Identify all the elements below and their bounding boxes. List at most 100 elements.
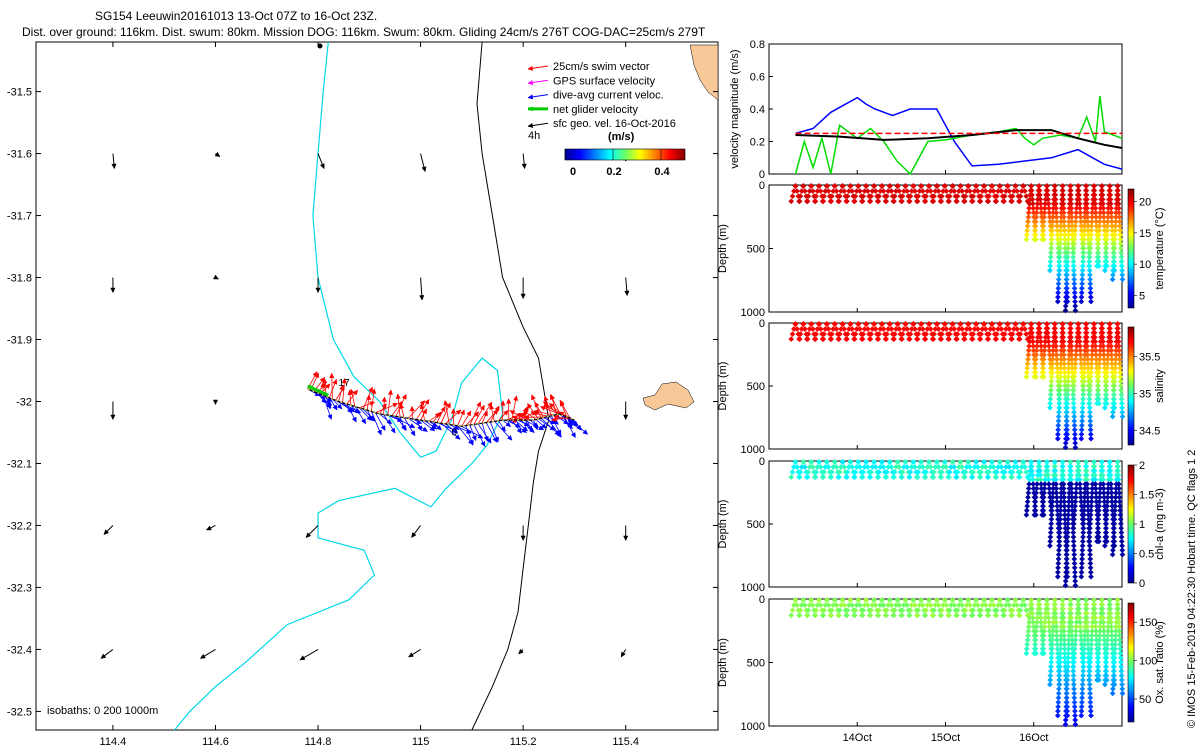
salinity-sample [971, 326, 978, 332]
chla-sample [945, 474, 952, 480]
salinity-sample [1069, 365, 1076, 371]
temperature-sample [1115, 196, 1122, 203]
temperature-sample [860, 193, 867, 200]
temperature-sample [1064, 263, 1071, 269]
chla-sample [1065, 512, 1072, 518]
chla-sample [926, 459, 933, 465]
swim-vector-head [424, 398, 430, 405]
salinity-sample [1037, 334, 1044, 341]
swim-vector-head [339, 384, 345, 391]
salinity-sample [1103, 378, 1110, 385]
chla-sample [1064, 538, 1071, 545]
temperature-sample [802, 188, 808, 194]
temperature-sample [1088, 223, 1095, 229]
geo-vector-head [305, 532, 312, 538]
salinity-sample [1104, 356, 1111, 363]
temperature-sample [1087, 280, 1094, 287]
chla-sample [1068, 481, 1075, 487]
geo-vector-head [518, 648, 524, 655]
temperature-sample [971, 188, 978, 194]
temperature-sample [1108, 214, 1115, 220]
temperature-sample [1056, 272, 1062, 278]
chla-sample [993, 469, 1000, 475]
chla-sample [962, 469, 969, 475]
salinity-sample [1057, 365, 1064, 371]
salinity-sample [961, 336, 967, 342]
salinity-sample [1044, 321, 1050, 327]
chla-sample [1078, 573, 1085, 580]
chla-sample [887, 459, 893, 465]
temperature-sample [1100, 200, 1106, 207]
chla-sample [1047, 529, 1054, 536]
salinity-sample [1087, 382, 1094, 389]
temperature-sample [1064, 249, 1071, 256]
temperature-sample [1118, 258, 1125, 265]
swim-vector-head [483, 410, 488, 417]
temperature-sample [940, 188, 946, 194]
legend-arrow-head [527, 122, 534, 129]
chla-sample [1055, 556, 1062, 562]
chla-sample [1054, 573, 1061, 580]
temperature-sample [1053, 214, 1060, 220]
salinity-sample [1048, 378, 1055, 385]
chla-sample [1046, 485, 1053, 492]
salinity-sample [1034, 338, 1041, 345]
chla-sample [1049, 498, 1056, 505]
temperature-sample [1102, 263, 1109, 269]
temperature-sample [1065, 232, 1072, 238]
salinity-sample [1070, 387, 1077, 394]
map-colorbar [564, 148, 686, 161]
chla-sample [1079, 542, 1086, 549]
salinity-sample [1044, 329, 1051, 336]
chla-sample [1070, 520, 1077, 527]
dac-vector-head [576, 424, 582, 431]
salinity-sample [1065, 374, 1072, 380]
temperature-sample [1099, 192, 1106, 198]
chla-sample [821, 469, 827, 475]
temperature-sample [1084, 209, 1091, 216]
chla-sample [1041, 485, 1048, 492]
chla-sample [1040, 494, 1047, 501]
temperature-ytick-label: 500 [747, 244, 765, 256]
salinity-sample [859, 336, 865, 342]
chla-sample [938, 469, 945, 475]
temperature-sample [1100, 209, 1107, 216]
map-ytick-label: -32.2 [7, 520, 32, 532]
chla-sample [1057, 503, 1064, 509]
temperature-sample [979, 188, 986, 194]
temperature-sample [1077, 205, 1083, 212]
salinity-sample [1100, 343, 1107, 349]
salinity-sample [1083, 334, 1090, 341]
temperature-sample [1101, 218, 1107, 225]
chla-sample [1023, 512, 1030, 518]
salinity-sample [1081, 374, 1087, 380]
oxygen-ytick-label: 500 [747, 658, 765, 670]
temperature-sample [1061, 214, 1067, 220]
net-velocity-vector-head [307, 385, 314, 391]
salinity-sample [1079, 409, 1086, 416]
salinity-sample [1100, 338, 1106, 345]
temperature-sample [1093, 223, 1100, 229]
temperature-sample [874, 198, 881, 205]
temperature-sample [1081, 232, 1087, 238]
chla-sample [1066, 494, 1072, 501]
temperature-sample [893, 188, 899, 194]
temperature-sample [946, 193, 953, 200]
temperature-sample [1048, 249, 1054, 256]
salinity-sample [1117, 369, 1124, 376]
temperature-sample [1102, 258, 1109, 265]
salinity-sample [893, 326, 899, 332]
salinity-sample [993, 331, 1000, 337]
chla-sample [891, 469, 898, 475]
temperature-sample [916, 188, 923, 194]
salinity-sample [1087, 378, 1094, 385]
chla-sample [995, 464, 1001, 470]
salinity-sample [1052, 334, 1059, 341]
temperature-sample [997, 183, 1003, 189]
salinity-sample [1109, 365, 1116, 371]
salinity-sample [962, 331, 969, 337]
salinity-sample [1081, 356, 1088, 363]
salinity-sample [797, 331, 804, 337]
geo-vector-head [214, 151, 221, 157]
